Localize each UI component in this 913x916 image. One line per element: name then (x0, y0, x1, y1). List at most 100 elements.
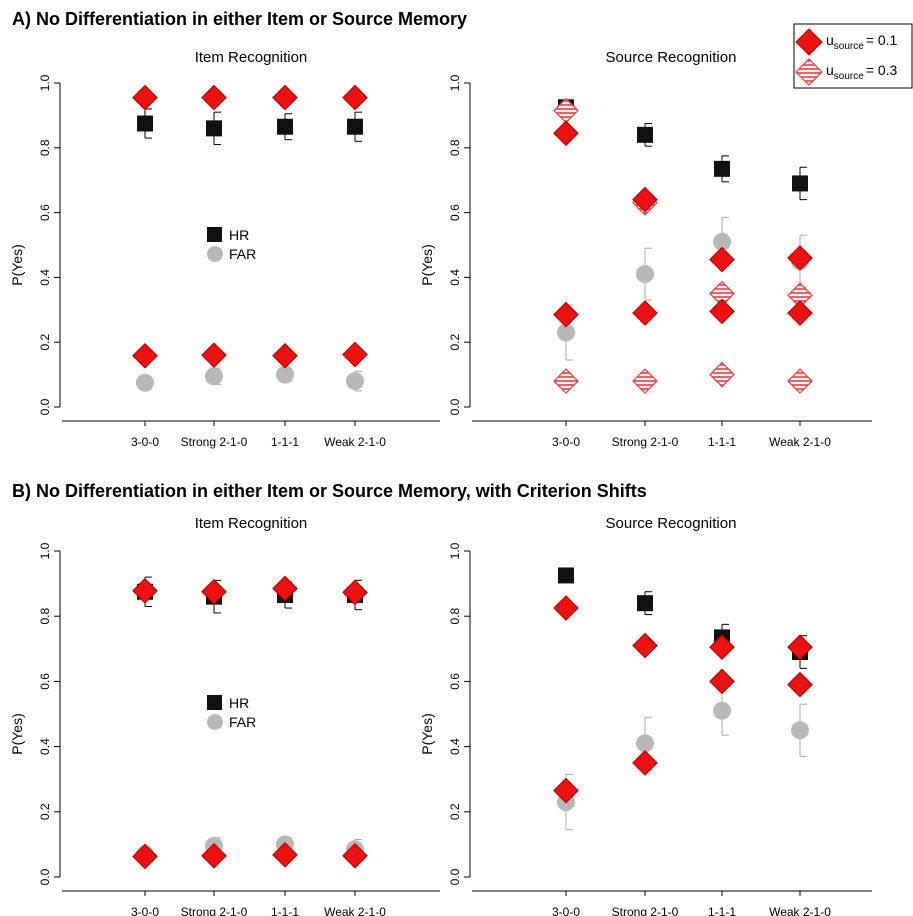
model-u01-point (632, 632, 658, 659)
x-tick-label: Weak 2-1-0 (324, 905, 386, 916)
far-point (713, 232, 731, 251)
y-tick-label: 0.0 (448, 868, 462, 885)
y-axis-label: P(Yes) (9, 713, 25, 755)
y-tick-label: 0.8 (448, 608, 462, 625)
model-u01-point (132, 342, 158, 369)
panel-title: Source Recognition (606, 49, 737, 66)
x-tick-label: 1-1-1 (708, 905, 736, 916)
x-tick-label: 3-0-0 (131, 435, 159, 449)
legend-value-u03: = 0.3 (866, 62, 898, 78)
y-tick-label: 1.0 (448, 74, 462, 91)
y-tick-label: 1.0 (448, 542, 462, 559)
model-u01-point (787, 634, 813, 661)
model-u01-point (787, 300, 813, 326)
legend-symbol-u03: u (826, 62, 834, 78)
model-u01-point (342, 842, 368, 869)
y-tick-label: 0.6 (448, 204, 462, 221)
model-u01-point (787, 671, 813, 698)
model-u01-point (632, 750, 658, 776)
y-tick-label: 0.0 (38, 398, 52, 415)
model-u01-point (342, 341, 368, 368)
model-u01-point (272, 84, 298, 111)
y-tick-label: 0.2 (38, 334, 52, 351)
inset-legend-hr-symbol (207, 695, 222, 710)
legend-diamond-hatched (795, 58, 823, 86)
legend-label-u03: usource = 0.3 (826, 62, 898, 82)
far-point (136, 373, 154, 392)
model-u01-point (632, 186, 658, 213)
hr-point (637, 595, 653, 612)
model-u01-point (787, 245, 813, 271)
charts: Item Recognition 0.0 0.2 0.4 0.6 0.8 1.0 P(Yes)… (9, 49, 872, 916)
x-tick-label: 3-0-0 (131, 905, 159, 916)
x-tick-label: 3-0-0 (552, 435, 580, 449)
legend-value-u01: = 0.1 (866, 32, 898, 48)
x-tick-label: 3-0-0 (552, 905, 580, 916)
model-u01-point (632, 300, 658, 326)
model-u01-point (553, 595, 579, 621)
hr-point (792, 175, 808, 192)
model-u01-point (709, 246, 735, 273)
y-axis-label: P(Yes) (419, 713, 435, 755)
model-u01-point (709, 668, 735, 695)
model-u01-point (201, 342, 227, 369)
y-tick-label: 1.0 (38, 74, 52, 91)
model-u01-point (342, 84, 368, 111)
model-u01-point (132, 843, 158, 870)
far-point (636, 265, 654, 284)
model-u01-point (132, 84, 158, 111)
inset-legend-far-label: FAR (229, 714, 256, 730)
panel-title: Item Recognition (195, 49, 308, 66)
far-point (713, 701, 731, 720)
y-tick-label: 1.0 (38, 542, 52, 559)
y-tick-label: 0.8 (448, 139, 462, 156)
hr-point (637, 126, 653, 143)
model-u03-point (787, 368, 813, 394)
x-tick-label: 1-1-1 (271, 435, 299, 449)
x-tick-label: 1-1-1 (708, 435, 736, 449)
model-u01-point (201, 842, 227, 869)
x-tick-label: Weak 2-1-0 (324, 435, 386, 449)
hr-point (137, 115, 153, 132)
y-tick-label: 0.6 (38, 673, 52, 690)
model-u01-point (272, 342, 298, 369)
section-b-title: B) No Differentiation in either Item or … (12, 481, 647, 501)
hr-point (277, 118, 293, 135)
chart-panel-4: Source Recognition 0.0 0.2 0.4 0.6 0.8 1.0 P(Ye… (419, 515, 872, 916)
model-u01-point (132, 577, 158, 604)
hr-point (206, 120, 222, 137)
far-point (346, 372, 364, 391)
y-tick-label: 0.4 (38, 738, 52, 755)
x-tick-label: 1-1-1 (271, 905, 299, 916)
y-axis-label: P(Yes) (419, 244, 435, 286)
inset-legend-far-symbol (207, 246, 223, 262)
y-tick-label: 0.8 (38, 139, 52, 156)
model-u01-point (553, 120, 579, 147)
far-point (276, 365, 294, 384)
model-u03-point (632, 368, 658, 394)
inset-legend-hr-label: HR (229, 695, 249, 711)
inset-legend-far-label: FAR (229, 246, 256, 262)
hr-point (558, 567, 574, 584)
y-tick-label: 0.4 (448, 269, 462, 286)
x-tick-label: Strong 2-1-0 (612, 435, 679, 449)
far-point (636, 734, 654, 753)
far-point (557, 323, 575, 342)
model-u01-point (201, 84, 227, 111)
hr-point (714, 160, 730, 177)
section-a-title: A) No Differentiation in either Item or … (12, 9, 467, 29)
model-u01-point (272, 575, 298, 602)
model-u01-point (553, 301, 579, 328)
model-u03-point (553, 97, 579, 124)
legend-subscript-u03: source (834, 71, 864, 82)
model-u01-point (553, 777, 579, 804)
model-u01-point (201, 578, 227, 605)
x-tick-label: Strong 2-1-0 (181, 905, 248, 916)
y-tick-label: 0.2 (448, 334, 462, 351)
model-legend: usource = 0.1 usource = 0.3 (793, 23, 913, 89)
chart-panel-3: Item Recognition 0.0 0.2 0.4 0.6 0.8 1.0 P(Yes)… (9, 515, 440, 916)
y-tick-label: 0.6 (38, 204, 52, 221)
legend-symbol-u01: u (826, 32, 834, 48)
model-u01-point (709, 634, 735, 661)
